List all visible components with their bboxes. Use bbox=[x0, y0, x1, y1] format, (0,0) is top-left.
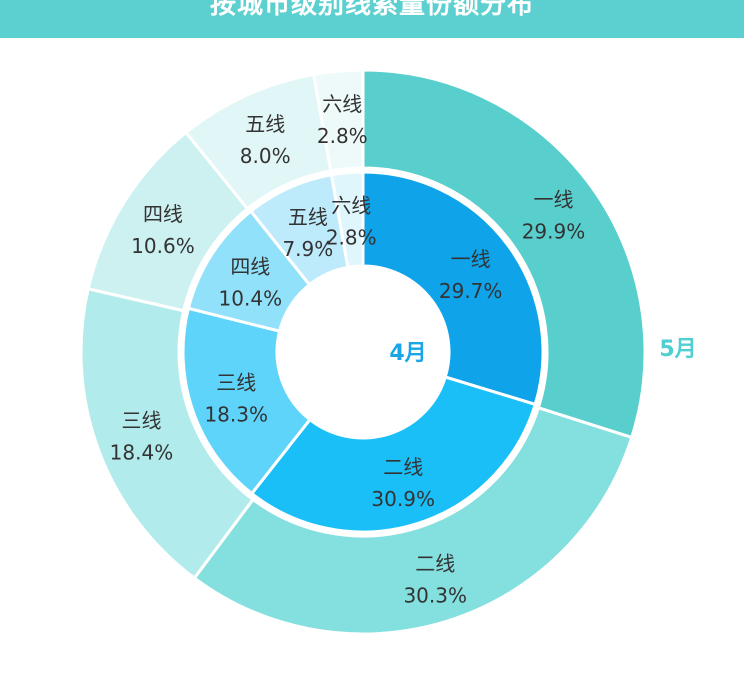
inner-slice-value-0: 29.7% bbox=[439, 279, 503, 303]
outer-ring-slice-0 bbox=[361, 68, 647, 440]
outer-ring-slice-1 bbox=[192, 405, 634, 636]
inner-slice-label-4: 五线 bbox=[288, 205, 328, 229]
inner-slice-label-5: 六线 bbox=[331, 194, 371, 218]
outer-slice-label-4: 五线 bbox=[245, 112, 285, 136]
outer-slice-value-1: 30.3% bbox=[403, 584, 467, 608]
outer-slice-label-3: 四线 bbox=[143, 202, 183, 226]
inner-ring-slice-0 bbox=[361, 170, 545, 407]
outer-ring-slice-5 bbox=[311, 68, 365, 173]
chart-title: 按城市级别线索量份额分布 bbox=[209, 0, 534, 20]
inner-slice-value-4: 7.9% bbox=[282, 237, 333, 261]
inner-ring-slice-2 bbox=[181, 306, 312, 496]
chart-header: 按城市级别线索量份额分布 bbox=[0, 0, 744, 38]
outer-slice-value-4: 8.0% bbox=[240, 144, 291, 168]
outer-slice-label-1: 二线 bbox=[415, 552, 455, 576]
inner-slice-label-1: 二线 bbox=[383, 455, 423, 479]
outer-slice-label-5: 六线 bbox=[322, 92, 362, 116]
outer-ring-slice-2 bbox=[79, 286, 256, 581]
inner-slice-value-5: 2.8% bbox=[326, 226, 377, 250]
outer-slice-value-2: 18.4% bbox=[110, 440, 174, 464]
inner-ring-slice-1 bbox=[249, 375, 538, 534]
outer-slice-value-0: 29.9% bbox=[522, 220, 586, 244]
inner-series-name: 4月 bbox=[389, 341, 426, 366]
inner-slice-label-2: 三线 bbox=[216, 370, 256, 394]
inner-slice-label-0: 一线 bbox=[451, 247, 491, 271]
inner-slice-value-2: 18.3% bbox=[204, 402, 268, 426]
outer-slice-label-0: 一线 bbox=[533, 188, 573, 212]
outer-series-name: 5月 bbox=[659, 337, 696, 362]
outer-slice-value-3: 10.6% bbox=[131, 234, 195, 258]
outer-slice-label-2: 三线 bbox=[121, 408, 161, 432]
inner-slice-value-3: 10.4% bbox=[219, 286, 283, 310]
outer-slice-value-5: 2.8% bbox=[317, 124, 368, 148]
inner-ring-slice-5 bbox=[329, 170, 365, 270]
inner-slice-value-1: 30.9% bbox=[371, 487, 435, 511]
inner-slice-label-3: 四线 bbox=[230, 254, 270, 278]
